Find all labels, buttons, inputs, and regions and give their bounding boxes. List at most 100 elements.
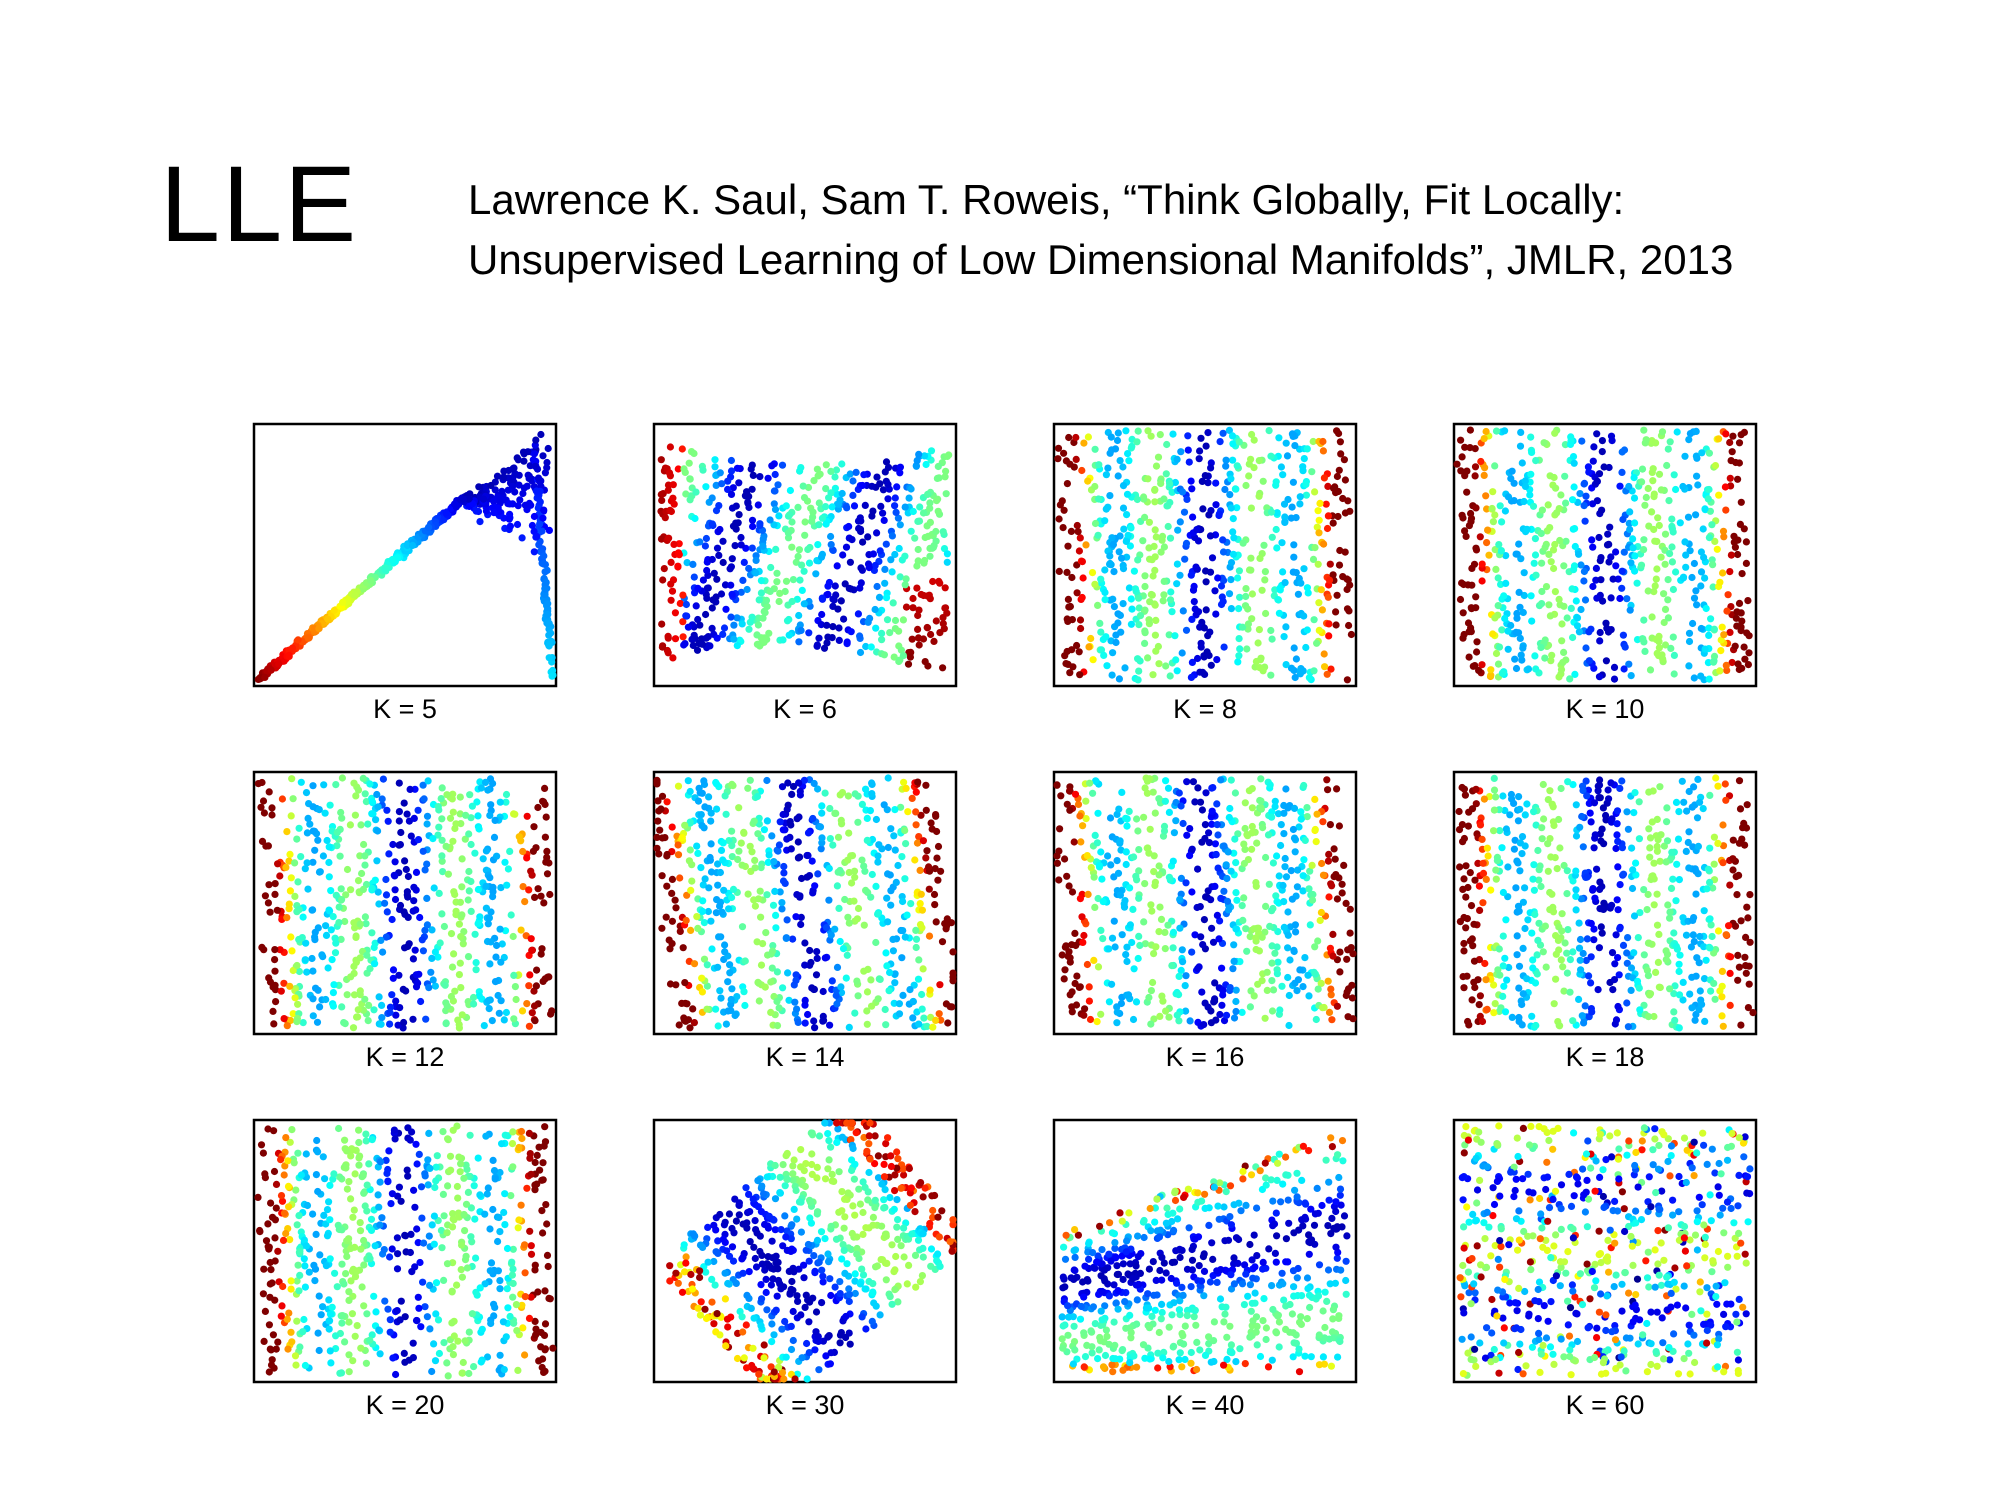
- scatter-point: [829, 623, 837, 631]
- scatter-point: [1196, 903, 1204, 911]
- scatter-point: [379, 775, 387, 783]
- scatter-point: [1319, 871, 1328, 879]
- scatter-point: [1109, 649, 1117, 657]
- scatter-point: [902, 575, 910, 583]
- scatter-point: [681, 999, 689, 1007]
- scatter-point: [389, 840, 397, 849]
- scatter-point: [485, 1005, 493, 1013]
- scatter-point: [1689, 931, 1697, 939]
- scatter-point: [406, 785, 414, 794]
- scatter-point: [820, 644, 829, 652]
- scatter-point: [1336, 968, 1344, 976]
- scatter-point: [1635, 798, 1643, 806]
- scatter-point: [1607, 594, 1615, 602]
- scatter-point: [800, 494, 809, 502]
- scatter-point: [1639, 635, 1647, 643]
- scatter-point: [539, 452, 547, 460]
- scatter-point: [888, 568, 896, 576]
- scatter-point: [1661, 605, 1670, 614]
- scatter-point: [1519, 944, 1527, 953]
- scatter-point: [1308, 861, 1316, 870]
- scatter-point: [1347, 630, 1355, 639]
- scatter-point: [1301, 954, 1309, 962]
- scatter-point: [506, 847, 514, 856]
- scatter-point: [680, 1014, 688, 1022]
- scatter-point: [1086, 1015, 1095, 1024]
- scatter-point: [396, 1004, 404, 1012]
- scatter-point: [1715, 491, 1723, 499]
- scatter-point: [1667, 644, 1675, 653]
- scatter-point: [873, 529, 881, 537]
- scatter-point: [1073, 641, 1081, 650]
- scatter-point: [430, 884, 438, 892]
- scatter-point: [801, 996, 809, 1005]
- scatter-point: [1230, 941, 1238, 949]
- scatter-point: [670, 500, 678, 508]
- scatter-point: [1216, 438, 1224, 446]
- scatter-point: [1123, 957, 1131, 966]
- scatter-point: [1666, 550, 1674, 558]
- scatter-point: [1135, 594, 1143, 602]
- scatter-point: [1697, 568, 1706, 576]
- scatter-point: [325, 858, 333, 867]
- scatter-point: [1134, 954, 1142, 963]
- scatter-point: [1576, 935, 1585, 944]
- scatter-point: [304, 814, 312, 823]
- scatter-point: [456, 898, 464, 906]
- scatter-point: [730, 635, 738, 643]
- scatter-point: [1332, 621, 1340, 629]
- scatter-point: [1466, 869, 1474, 877]
- scatter-point: [1630, 912, 1639, 920]
- scatter-point: [349, 1024, 358, 1032]
- scatter-point: [1219, 597, 1227, 606]
- scatter-point: [378, 1001, 386, 1010]
- scatter-point: [1290, 804, 1299, 813]
- scatter-point: [452, 820, 460, 828]
- scatter-point: [1517, 651, 1525, 659]
- scatter-point: [1313, 523, 1321, 531]
- scatter-point: [891, 550, 899, 559]
- panel-k-5: K = 5: [252, 422, 558, 724]
- scatter-point: [719, 856, 727, 864]
- scatter-point: [525, 982, 533, 990]
- scatter-point: [724, 1007, 732, 1015]
- scatter-point: [925, 863, 933, 871]
- scatter-point: [833, 490, 841, 498]
- scatter-point: [1511, 655, 1519, 663]
- scatter-point: [884, 774, 892, 782]
- scatter-point: [414, 836, 423, 844]
- scatter-point: [538, 945, 546, 953]
- scatter-point: [719, 537, 727, 545]
- scatter-point: [714, 963, 722, 971]
- scatter-point: [753, 792, 762, 801]
- scatter-point: [1291, 921, 1299, 929]
- scatter-point: [1628, 884, 1637, 893]
- scatter-point: [716, 469, 724, 477]
- scatter-point: [1664, 596, 1672, 604]
- scatter-point: [1194, 865, 1202, 873]
- scatter-point: [1211, 587, 1219, 595]
- scatter-point: [1655, 470, 1664, 478]
- scatter-point: [729, 522, 738, 530]
- scatter-point: [1172, 656, 1180, 664]
- scatter-point: [1492, 793, 1500, 801]
- scatter-point: [806, 946, 814, 955]
- scatter-point: [768, 462, 776, 470]
- scatter-point: [1179, 958, 1187, 966]
- scatter-point: [1292, 655, 1300, 663]
- scatter-point: [665, 534, 673, 542]
- scatter-point: [278, 795, 286, 803]
- scatter-point: [1113, 857, 1121, 865]
- scatter-point: [738, 620, 746, 628]
- scatter-point: [283, 1022, 291, 1030]
- scatter-point: [667, 596, 675, 604]
- scatter-point: [778, 905, 786, 913]
- scatter-point: [868, 870, 876, 879]
- scatter-point: [1651, 537, 1659, 545]
- scatter-point: [760, 826, 769, 834]
- scatter-point: [856, 632, 864, 640]
- scatter-point: [541, 469, 550, 477]
- scatter-point: [1161, 797, 1169, 805]
- scatter-point: [534, 474, 543, 482]
- scatter-point: [1740, 643, 1748, 651]
